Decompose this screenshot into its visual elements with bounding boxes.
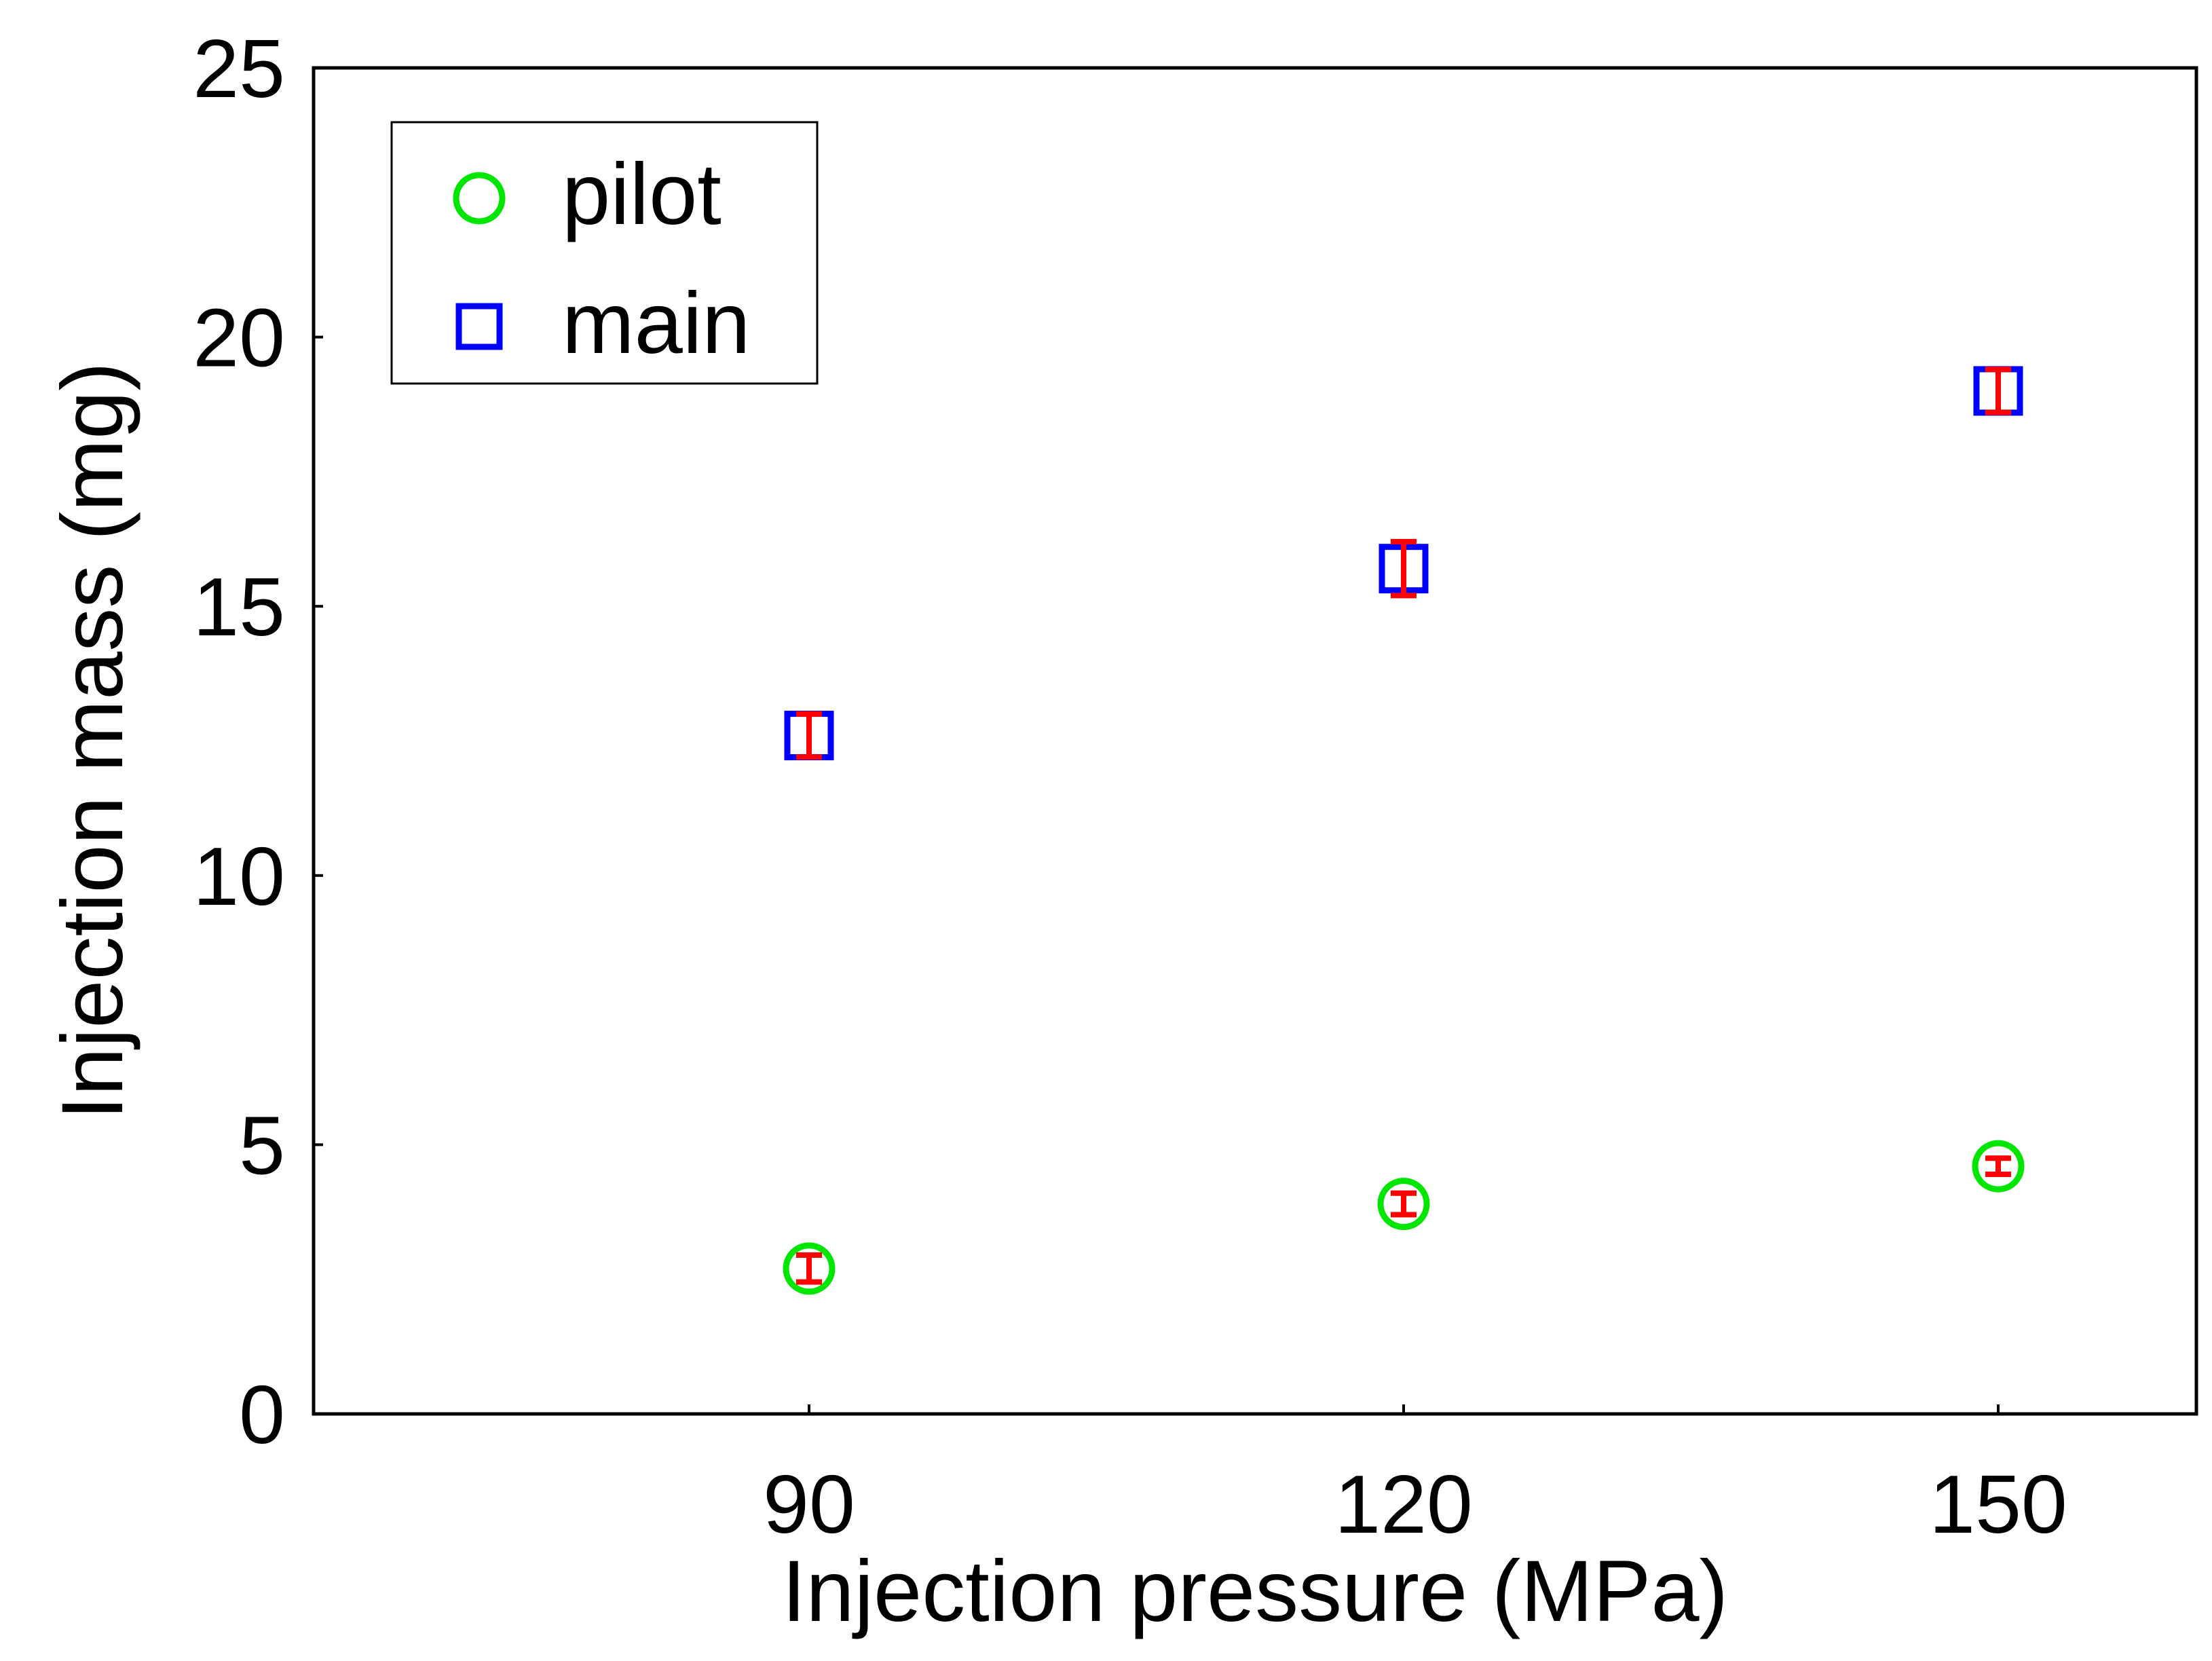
y-tick-label: 10 (193, 830, 285, 922)
y-tick-label: 5 (239, 1099, 285, 1191)
x-axis-ticks: 90 120 150 (763, 1404, 2067, 1550)
x-tick-label: 120 (1334, 1458, 1473, 1550)
legend-label-pilot: pilot (562, 146, 721, 243)
legend-box (390, 121, 819, 385)
legend-marker-pilot (453, 172, 506, 225)
plot-frame (312, 66, 2198, 1416)
y-tick-label: 15 (193, 561, 285, 653)
y-axis-ticks: 0 5 10 15 20 25 (193, 22, 323, 1461)
pilot-error-bar (796, 1252, 822, 1285)
pilot-point (1972, 1140, 2025, 1193)
legend: pilot main (390, 121, 819, 385)
pilot-point (1377, 1178, 1430, 1231)
pilot-error-bar (1391, 1190, 1417, 1218)
pilot-point (783, 1242, 836, 1295)
x-tick-label: 90 (763, 1458, 855, 1550)
x-axis-title: Injection pressure (MPa) (782, 1543, 1728, 1640)
legend-marker-main (455, 303, 503, 350)
legend-label-main: main (562, 275, 750, 372)
data-marks (783, 366, 2025, 1295)
y-tick-label: 0 (239, 1368, 285, 1461)
y-tick-label: 20 (193, 292, 285, 384)
main-error-bar (1391, 539, 1417, 599)
main-error-bar (796, 711, 822, 760)
pilot-error-bar (1985, 1155, 2011, 1178)
y-tick-label: 25 (193, 22, 285, 115)
y-axis-title: Injection mass (mg) (44, 362, 141, 1120)
x-tick-label: 150 (1929, 1458, 2067, 1550)
main-error-bar (1985, 367, 2011, 415)
